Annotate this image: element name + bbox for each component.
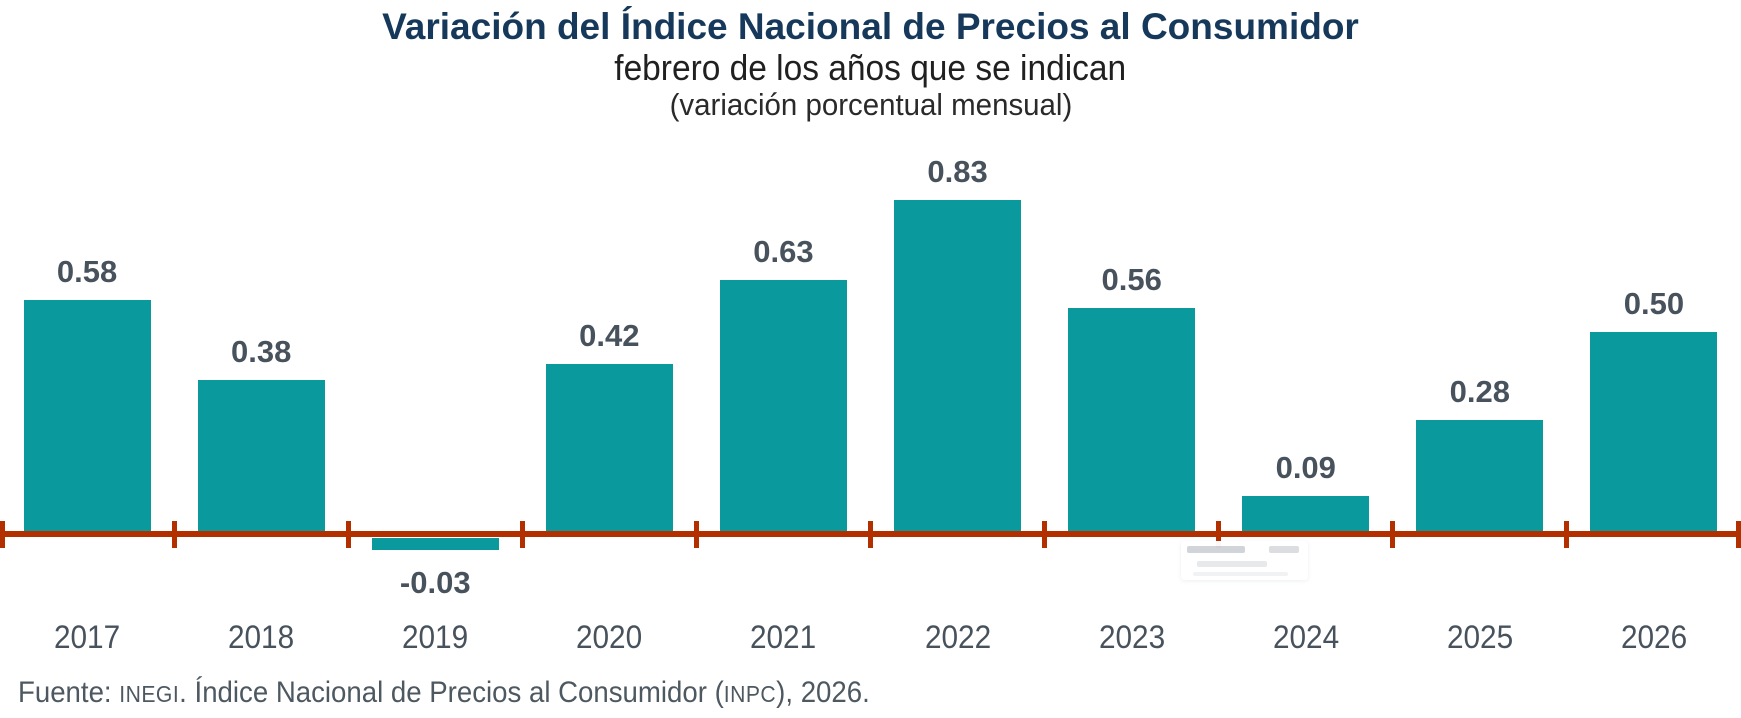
source-prefix: Fuente: (18, 676, 120, 709)
bar-2017[interactable] (23, 300, 151, 532)
x-axis-line (0, 531, 1741, 537)
chart-unit-note-text: (variación porcentual mensual) (669, 87, 1072, 122)
bar-value-label: 0.09 (1275, 450, 1336, 485)
bar-2021[interactable] (719, 280, 847, 532)
tooltip-artifact (1181, 541, 1308, 580)
source-mid: . Índice Nacional de Precios al Consumid… (179, 676, 724, 709)
bar-2018[interactable] (197, 380, 325, 532)
chart-unit-note: (variación porcentual mensual) (0, 88, 1741, 121)
bar-value-label: 0.58 (56, 254, 118, 289)
chart-header: Variación del Índice Nacional de Precios… (0, 0, 1741, 121)
source-note: Fuente: INEGI. Índice Nacional de Precio… (18, 676, 870, 711)
x-axis-label: 2025 (1446, 619, 1513, 655)
bar-value-label: 0.83 (927, 154, 988, 189)
bar-2019[interactable] (371, 538, 499, 550)
bar-2024[interactable] (1242, 496, 1370, 532)
bar-value-label: 0.63 (753, 234, 814, 269)
bar-2025[interactable] (1416, 420, 1544, 532)
bar-value-label: 0.42 (579, 318, 640, 353)
bar-value-label: -0.03 (399, 565, 471, 600)
tooltip-artifact-smudge (1193, 572, 1288, 576)
source-suffix: ), 2026. (776, 676, 870, 709)
chart-subtitle-text: febrero de los años que se indican (614, 47, 1127, 88)
bar-2022[interactable] (894, 200, 1022, 532)
tooltip-artifact-smudge (1197, 561, 1267, 567)
bar-value-label: 0.50 (1623, 286, 1685, 321)
tooltip-artifact-smudge (1187, 546, 1245, 553)
x-axis-label: 2023 (1098, 619, 1165, 655)
x-axis-label: 2024 (1272, 619, 1339, 655)
source-inegi: INEGI (119, 681, 180, 707)
bar-2026[interactable] (1590, 332, 1718, 532)
x-axis-label: 2021 (750, 619, 817, 655)
x-axis-label: 2018 (228, 619, 295, 655)
bar-2023[interactable] (1068, 308, 1196, 532)
x-axis-label: 2017 (53, 619, 121, 655)
x-axis-label: 2020 (576, 619, 643, 655)
bar-value-label: 0.38 (230, 334, 292, 369)
chart-subtitle: febrero de los años que se indican (0, 48, 1741, 88)
x-axis-label: 2019 (402, 619, 469, 655)
chart-title: Variación del Índice Nacional de Precios… (382, 6, 1359, 47)
bar-value-label: 0.28 (1449, 374, 1511, 409)
x-axis-label: 2022 (924, 619, 991, 655)
x-axis-label: 2026 (1620, 619, 1688, 655)
bar-2020[interactable] (545, 364, 673, 532)
bar-value-label: 0.56 (1101, 262, 1162, 297)
source-inpc: INPC (723, 681, 777, 707)
tooltip-artifact-smudge (1269, 546, 1299, 553)
